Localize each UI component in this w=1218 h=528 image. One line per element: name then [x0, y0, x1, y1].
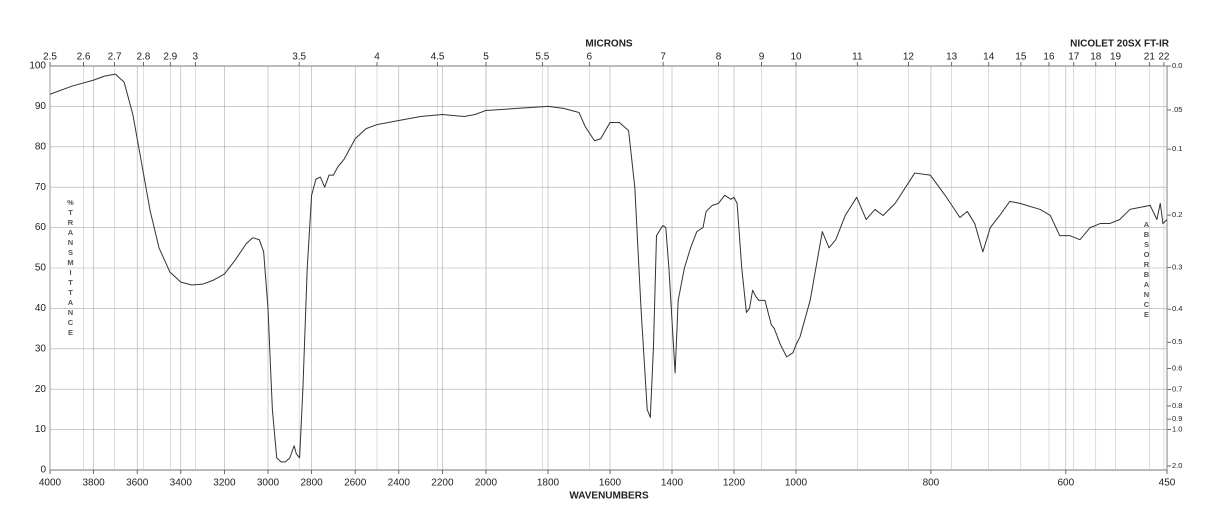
- y-tick-label: 50: [35, 263, 47, 274]
- x2-tick-label: 21: [1144, 52, 1156, 63]
- y2-tick-label: 0.5: [1172, 337, 1182, 346]
- y2-tick-label: 0.2: [1172, 210, 1182, 219]
- x2-tick-label: 9: [759, 52, 765, 63]
- x-tick-label: 3200: [213, 478, 236, 489]
- x-tick-label: 1000: [785, 478, 808, 489]
- x2-tick-label: 3: [193, 52, 199, 63]
- spectrum-line: [49, 73, 1168, 463]
- y2-tick-label: 1.0: [1172, 425, 1182, 434]
- y2-tick-label: 0.8: [1172, 401, 1182, 410]
- x-tick-label: 2600: [344, 478, 367, 489]
- instrument-label: NICOLET 20SX FT-IR: [1070, 39, 1170, 50]
- x2-tick-label: 10: [790, 52, 802, 63]
- y2-tick-label: 0.6: [1172, 364, 1182, 373]
- y-tick-label: 20: [35, 384, 47, 395]
- x-tick-label: 450: [1159, 478, 1176, 489]
- x2-tick-label: 4.5: [431, 52, 445, 63]
- x2-tick-label: 5.5: [535, 52, 549, 63]
- y-tick-label: 80: [35, 141, 47, 152]
- x2-tick-label: 17: [1068, 52, 1080, 63]
- x2-tick-label: 22: [1158, 52, 1170, 63]
- x-tick-label: 2000: [475, 478, 498, 489]
- x2-tick-label: 2.7: [108, 52, 122, 63]
- x2-tick-label: 11: [852, 52, 863, 63]
- y2-tick-label: 0.3: [1172, 263, 1182, 272]
- x-tick-label: 2400: [388, 478, 411, 489]
- x-tick-label: 3600: [126, 478, 149, 489]
- x-tick-label: 3400: [170, 478, 193, 489]
- y2-tick-label: 0.4: [1172, 304, 1182, 313]
- y-tick-label: 10: [35, 424, 47, 435]
- x2-tick-label: 2.5: [43, 52, 57, 63]
- y-tick-label: 60: [35, 222, 47, 233]
- y2-tick-label: .05: [1172, 105, 1182, 114]
- x2-tick-label: 18: [1090, 52, 1102, 63]
- x-tick-label: 4000: [39, 478, 62, 489]
- x2-tick-label: 2.8: [136, 52, 150, 63]
- y-tick-label: 40: [35, 303, 47, 314]
- top-axis-label: MICRONS: [585, 39, 633, 50]
- y2-axis-label: ABSORBANCE: [1142, 220, 1151, 320]
- x2-tick-label: 4: [374, 52, 380, 63]
- x-tick-label: 1600: [599, 478, 622, 489]
- x2-tick-label: 6: [587, 52, 593, 63]
- y2-tick-label: 0.1: [1172, 144, 1182, 153]
- x-tick-label: 2800: [300, 478, 323, 489]
- x2-tick-label: 13: [946, 52, 958, 63]
- x-tick-label: 800: [923, 478, 940, 489]
- x-tick-label: 1200: [723, 478, 746, 489]
- x2-tick-label: 2.6: [77, 52, 91, 63]
- x2-tick-label: 8: [716, 52, 722, 63]
- x-tick-label: 2200: [431, 478, 454, 489]
- y-axis-label: %TRANSMITTANCE: [66, 198, 75, 338]
- x2-tick-label: 7: [660, 52, 666, 63]
- y2-tick-label: 0.7: [1172, 384, 1182, 393]
- x-tick-label: 3000: [257, 478, 280, 489]
- x-axis-label: WAVENUMBERS: [569, 491, 649, 502]
- x-tick-label: 3800: [82, 478, 105, 489]
- x2-tick-label: 3.5: [292, 52, 306, 63]
- x2-tick-label: 15: [1015, 52, 1027, 63]
- y-tick-label: 0: [40, 465, 46, 476]
- y-tick-label: 70: [35, 182, 47, 193]
- x2-tick-label: 16: [1043, 52, 1055, 63]
- y-tick-label: 100: [29, 61, 46, 72]
- y2-tick-label: 2.0: [1172, 461, 1182, 470]
- x-tick-label: 1400: [661, 478, 684, 489]
- y2-tick-label: 0.0: [1172, 61, 1182, 70]
- x-tick-label: 600: [1057, 478, 1074, 489]
- x2-tick-label: 12: [903, 52, 915, 63]
- y-tick-label: 30: [35, 343, 47, 354]
- x2-tick-label: 5: [483, 52, 489, 63]
- x2-tick-label: 2.9: [163, 52, 177, 63]
- x2-tick-label: 14: [983, 52, 995, 63]
- x2-tick-label: 19: [1110, 52, 1122, 63]
- y2-tick-label: 0.9: [1172, 414, 1182, 423]
- y-tick-label: 90: [35, 101, 47, 112]
- x-tick-label: 1800: [537, 478, 560, 489]
